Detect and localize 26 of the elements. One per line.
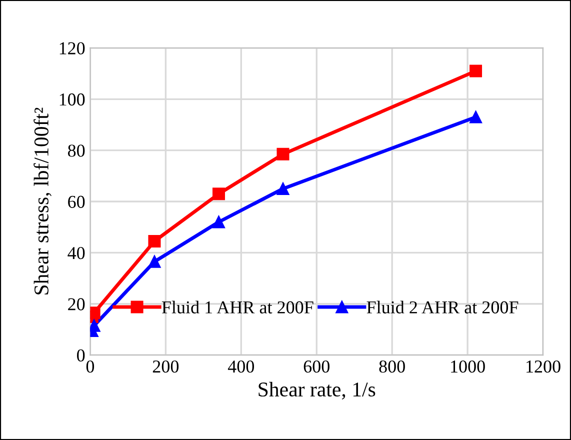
y-tick-label: 40: [68, 246, 85, 260]
point: [470, 64, 482, 78]
point: [212, 216, 225, 228]
y-tick-label: 80: [68, 144, 85, 157]
x-axis-title: Shear rate, 1/s: [258, 382, 376, 400]
y-axis-title: Shear stress, lbf/100ft²: [34, 108, 52, 294]
x-tick-label: 1000: [451, 360, 485, 373]
x-tick-label: 1200: [526, 360, 560, 373]
y-tick-label: 0: [77, 349, 85, 362]
x-tick-label: 600: [304, 360, 330, 373]
point: [276, 148, 290, 160]
y-tick-label: 100: [60, 93, 85, 106]
legend-label: Fluid 2 AHR at 200F: [366, 300, 518, 314]
x-tick-label: 800: [379, 360, 405, 373]
legend-label: Fluid 1 AHR at 200F: [162, 300, 314, 314]
x-tick-label: 400: [228, 360, 254, 373]
point: [148, 255, 161, 268]
point: [470, 110, 482, 124]
point: [276, 182, 290, 195]
x-tick-label: 200: [152, 360, 179, 373]
y-tick-label: 120: [60, 42, 85, 54]
y-tick-label: 60: [68, 196, 85, 208]
point: [148, 234, 161, 248]
x-tick-label: 0: [86, 360, 94, 373]
point: [212, 188, 225, 200]
y-tick-label: 20: [68, 298, 85, 310]
